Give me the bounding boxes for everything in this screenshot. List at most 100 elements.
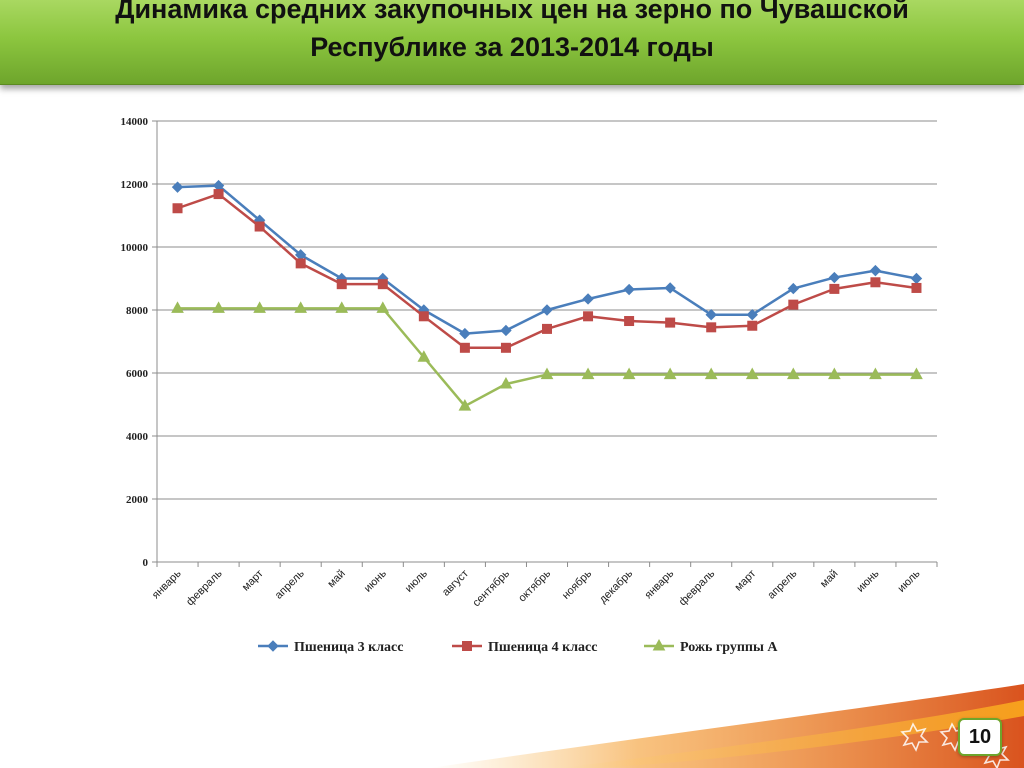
series-3-point <box>540 367 554 380</box>
series-3-point <box>335 301 349 313</box>
series-3-point <box>171 301 184 313</box>
legend-label: Пшеница 4 класс <box>488 640 597 655</box>
series-1-point <box>746 309 758 321</box>
series-3-point <box>376 301 390 313</box>
series-3-point <box>458 399 472 411</box>
series-3 <box>171 301 923 411</box>
footer-swoosh-yellow <box>560 700 1024 768</box>
series-1-point <box>664 282 676 294</box>
x-axis: январь февраль март апрель май июнь июль август… <box>150 562 938 609</box>
slide-title-line-1: Динамика средних закупочных цен на зерно… <box>115 0 909 24</box>
series-1 <box>171 179 923 340</box>
x-tick-label: август <box>440 568 471 599</box>
slide-title: Динамика средних закупочных цен на зерно… <box>0 0 1024 66</box>
series-2-point <box>788 299 799 310</box>
series-3-point <box>622 367 636 380</box>
series-2-point <box>870 277 881 288</box>
series-1-point <box>705 309 717 321</box>
series-3-point <box>663 367 677 380</box>
x-tick-label: февраль <box>677 567 718 608</box>
y-axis: 0 2000 4000 6000 8000 10000 12000 14000 <box>121 116 158 569</box>
footer-swoosh-orange <box>430 684 1024 768</box>
x-tick-label: июль <box>403 567 430 594</box>
series-1-point <box>869 264 882 277</box>
x-tick-label: декабрь <box>597 567 635 605</box>
series-2-point <box>295 258 306 269</box>
legend-label: Пшеница 3 класс <box>294 640 403 655</box>
y-tick-label: 0 <box>143 557 149 569</box>
x-tick-label: июнь <box>855 567 882 594</box>
legend-label: Рожь группы А <box>680 640 778 655</box>
series-2-point <box>213 189 224 200</box>
x-tick-label: июнь <box>362 567 389 594</box>
x-tick-label: октябрь <box>516 567 553 604</box>
series-2-point <box>747 320 758 331</box>
series-2-point <box>377 279 388 290</box>
series-2-point <box>624 316 635 327</box>
y-tick-label: 2000 <box>126 494 149 506</box>
series-3-point <box>704 367 718 380</box>
x-tick-label: март <box>240 568 266 594</box>
legend-item: Рожь группы А <box>644 638 778 655</box>
series-3-point <box>499 376 513 389</box>
series-3-point <box>910 367 923 380</box>
y-tick-label: 6000 <box>126 368 149 380</box>
series-3-point <box>581 367 595 380</box>
x-tick-label: сентябрь <box>470 567 512 609</box>
title-bar: Динамика средних закупочных цен на зерно… <box>0 0 1024 85</box>
series-1-point <box>582 293 594 305</box>
series-1-point <box>500 324 512 337</box>
series-1-point <box>787 282 800 295</box>
y-tick-label: 12000 <box>121 179 149 191</box>
series-2-point <box>500 342 511 353</box>
page-number-badge: 10 <box>958 718 1002 756</box>
legend-swatch-point <box>267 640 279 652</box>
series-2-point <box>583 311 594 322</box>
x-tick-label: апрель <box>273 567 307 601</box>
series-3-point <box>786 367 800 380</box>
series-1-point <box>623 283 635 296</box>
x-tick-label: январь <box>150 567 184 601</box>
series-1-point <box>910 272 923 285</box>
series-3-point <box>417 350 431 362</box>
y-tick-label: 10000 <box>121 242 149 254</box>
slide-title-line-2: Республике за 2013-2014 годы <box>310 32 714 62</box>
series-2-point <box>254 221 265 232</box>
series-1-point <box>459 327 471 340</box>
series-3-point <box>294 301 308 313</box>
series-3-point <box>253 301 266 313</box>
legend-item: Пшеница 4 класс <box>452 640 597 655</box>
x-tick-label: ноябрь <box>560 567 594 601</box>
series-3-point <box>745 367 759 380</box>
series-2-point <box>829 283 840 294</box>
x-tick-label: май <box>818 568 841 591</box>
y-tick-label: 8000 <box>126 305 149 317</box>
series-3-line <box>177 307 917 408</box>
y-tick-label: 14000 <box>121 116 149 128</box>
x-tick-label: апрель <box>765 567 799 601</box>
series-3-point <box>212 301 225 313</box>
series-2-point <box>665 317 676 328</box>
series-1-point <box>171 181 184 193</box>
series-2-point <box>911 282 922 293</box>
price-chart: 0 2000 4000 6000 8000 10000 12000 14000 январь фе… <box>96 100 956 680</box>
x-tick-label: февраль <box>184 567 225 608</box>
y-tick-label: 4000 <box>126 431 149 443</box>
x-tick-label: январь <box>643 567 677 601</box>
series-3-point <box>869 367 882 380</box>
legend: Пшеница 3 класс Пшеница 4 класс Рожь групп… <box>258 638 778 655</box>
series-1-point <box>828 271 841 284</box>
legend-swatch-point <box>462 641 472 651</box>
series-2 <box>172 189 922 353</box>
x-tick-label: май <box>325 568 348 591</box>
series-2-point <box>336 279 347 290</box>
series-2-point <box>542 323 552 334</box>
series-2-point <box>706 322 717 333</box>
series-2-point <box>459 342 470 353</box>
series-2-point <box>418 311 429 322</box>
x-tick-label: июль <box>896 567 923 594</box>
legend-item: Пшеница 3 класс <box>258 640 403 655</box>
series-2-point <box>172 203 183 214</box>
series-1-point <box>541 304 553 316</box>
